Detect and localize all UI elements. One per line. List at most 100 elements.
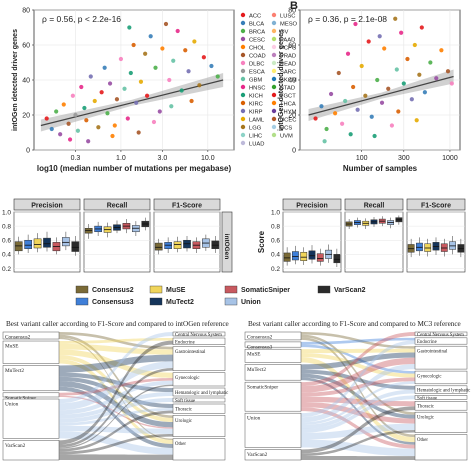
facet-strip xyxy=(221,211,233,273)
x-tick-label: 100 xyxy=(356,155,368,162)
sankey-node-left xyxy=(2,440,60,461)
sankey-node-label: Gastrointestinal xyxy=(175,350,206,355)
sankey-node-left xyxy=(244,364,302,381)
data-point xyxy=(412,42,417,48)
sankey-flow xyxy=(301,340,415,418)
sankey-flow xyxy=(59,372,173,392)
data-point xyxy=(143,51,148,56)
sankey-node-right xyxy=(172,387,226,397)
y-tick-label: 0.2 xyxy=(271,266,280,273)
sankey-flow xyxy=(301,353,415,378)
facet-label: Recall xyxy=(107,203,128,210)
legend-swatch xyxy=(149,297,163,306)
y-tick-label: 0.6 xyxy=(2,238,11,245)
sankey-flow xyxy=(59,434,173,455)
data-point xyxy=(107,81,113,86)
sankey-flow xyxy=(59,380,173,415)
sankey-flow xyxy=(301,377,415,445)
sankey-flow xyxy=(301,430,415,457)
sankey-node-right xyxy=(172,337,226,345)
sankey-node-right xyxy=(414,401,468,411)
data-point xyxy=(359,63,364,69)
sankey-panel-mc3: Best variant caller according to F1-Scor… xyxy=(244,320,470,461)
data-point xyxy=(439,48,444,53)
sankey-flow xyxy=(301,332,415,387)
facet-label: Precision xyxy=(296,203,328,210)
legend-dot xyxy=(240,92,246,98)
sankey-node-label: SomaticSniper xyxy=(5,395,36,401)
sankey-flow xyxy=(59,454,173,460)
facet-strip xyxy=(153,198,221,211)
sankey-node-label: Gastrointestinal xyxy=(417,350,448,355)
sankey-node-left xyxy=(244,449,302,461)
sankey-flow xyxy=(301,357,415,393)
sankey-flow xyxy=(301,334,415,415)
sankey-node-label: Thoracic xyxy=(175,408,192,413)
legend-swatch xyxy=(224,297,238,306)
scatter-panel-b: 0 20 40 60 80 100 300 1000 ρ = 0.36, p = 2.1e-08… xyxy=(278,0,461,173)
data-point xyxy=(118,56,124,62)
legend-dot xyxy=(240,124,246,130)
sankey-flow xyxy=(301,337,415,438)
data-point xyxy=(192,39,197,44)
sankey-flow xyxy=(301,357,415,443)
correlation-annotation: ρ = 0.56, p < 2.2e-16 xyxy=(42,14,121,24)
sankey-flow xyxy=(301,396,415,407)
sankey-flow xyxy=(59,349,173,378)
x-tick-label: 1000 xyxy=(442,155,458,162)
x-tick-label: 1.0 xyxy=(116,155,126,162)
sankey-node-right xyxy=(172,415,226,437)
data-point xyxy=(114,97,120,102)
sankey-flow xyxy=(59,340,173,445)
sankey-flow xyxy=(59,378,173,396)
sankey-node-label: Urologic xyxy=(175,419,192,424)
sankey-node-left xyxy=(244,341,302,348)
data-point xyxy=(377,34,382,39)
data-point xyxy=(82,105,87,111)
legend-dot xyxy=(240,20,246,26)
sankey-flow xyxy=(301,406,415,454)
legend-swatch xyxy=(75,297,89,306)
data-point xyxy=(186,69,191,74)
y-tick-label: 0.8 xyxy=(271,223,280,230)
sankey-node-left xyxy=(2,331,60,340)
legend-dot xyxy=(240,100,246,106)
sankey-node-label: Consensus2 xyxy=(5,335,31,341)
data-point xyxy=(379,100,385,105)
sankey-node-label: Union xyxy=(5,402,19,408)
legend-swatch xyxy=(224,285,238,294)
sankey-node-left xyxy=(244,412,302,448)
sankey-flow xyxy=(301,364,415,423)
sankey-node-label: MuTect2 xyxy=(247,367,266,373)
sankey-flow xyxy=(301,456,415,460)
legend-label: LAML xyxy=(249,117,265,123)
boxplot-panel-left: Precision Recall F1-Score 0.2 0.4 0.6 0.8 1.0 in… xyxy=(2,198,233,273)
data-point xyxy=(67,137,73,142)
legend-label: UVM xyxy=(280,133,293,139)
data-point xyxy=(99,90,104,95)
box xyxy=(71,241,80,252)
y-tick-label: 80 xyxy=(288,8,296,15)
cancer-type-legend: ACC BLCA BRCA CESC CHOL COAD DLBC ESCA GBM HNSC KI… xyxy=(240,12,298,147)
sankey-node-left xyxy=(2,340,60,364)
sankey-title: Best variant caller according to F1-Scor… xyxy=(6,320,229,328)
legend-label: BLCA xyxy=(249,21,264,27)
data-point xyxy=(363,93,368,98)
y-axis-label: Score xyxy=(257,230,266,253)
legend-dot xyxy=(271,12,277,18)
data-point xyxy=(409,97,414,102)
data-point xyxy=(160,46,165,51)
data-point xyxy=(92,98,97,104)
data-point xyxy=(328,91,334,97)
data-point xyxy=(445,69,451,74)
legend-dot xyxy=(240,60,246,66)
data-point xyxy=(171,58,176,63)
sankey-node-label: Endocrine xyxy=(175,340,195,345)
sankey-node-label: VarScan2 xyxy=(247,452,268,458)
sankey-flow xyxy=(59,425,173,434)
sankey-node-label: Thoracic xyxy=(417,405,434,410)
sankey-flow xyxy=(59,384,173,449)
boxplot-panel-right: Precision Recall F1-Score 0.2 0.4 0.6 0.8 1.0 Sc… xyxy=(257,198,466,273)
data-point xyxy=(167,77,172,83)
legend-label: Union xyxy=(241,299,261,306)
